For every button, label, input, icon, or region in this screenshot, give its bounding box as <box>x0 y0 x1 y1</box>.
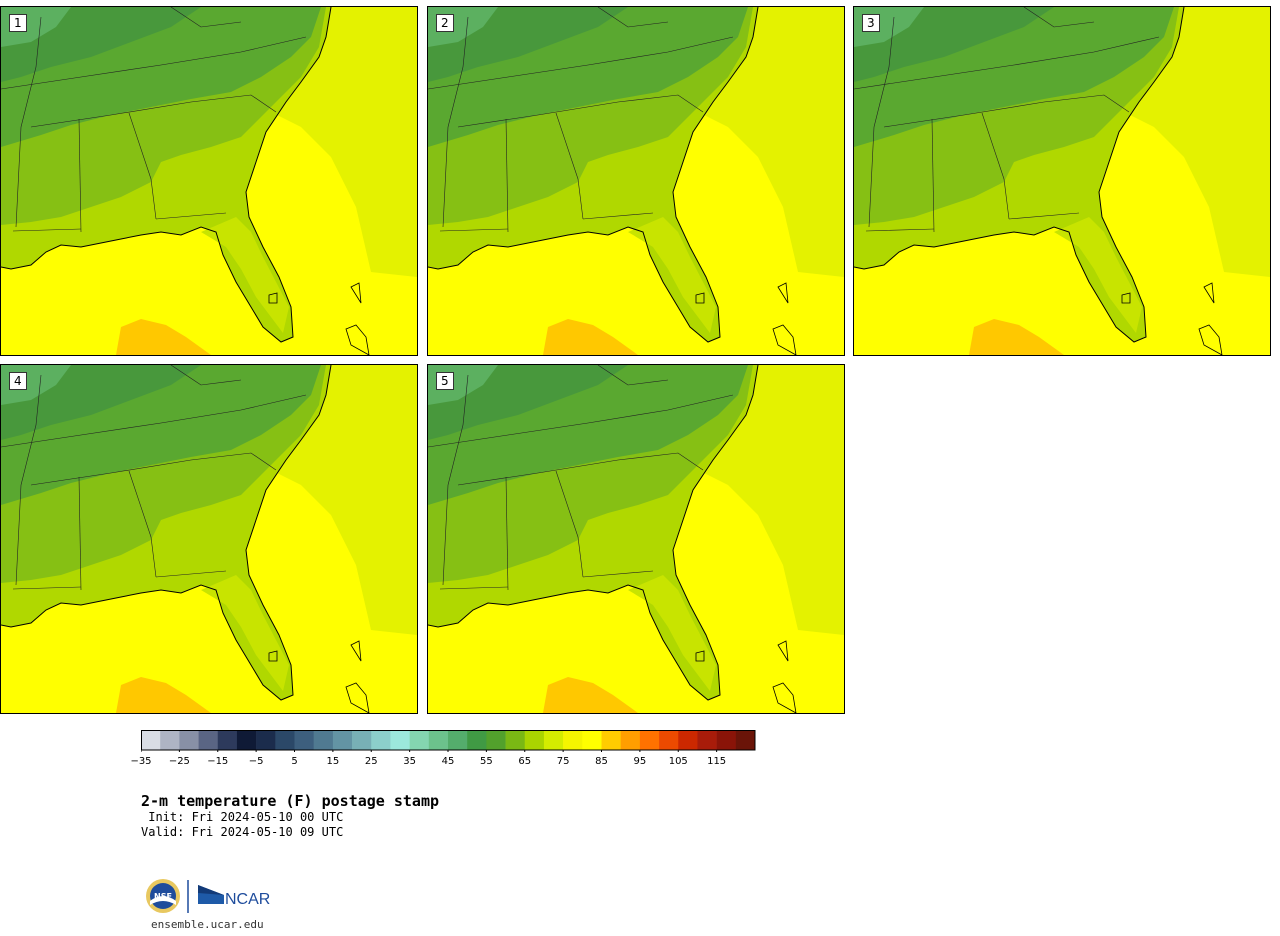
colorbar-swatch <box>409 730 430 750</box>
map-panel-3: 3 <box>853 6 1271 356</box>
colorbar-swatch <box>563 730 583 750</box>
colorbar-swatch <box>294 730 314 750</box>
colorbar-tick-label: 55 <box>480 756 493 767</box>
nsf-seal-icon: NSF <box>146 879 180 913</box>
website-link[interactable]: ensemble.ucar.edu <box>151 918 264 931</box>
colorbar-swatch <box>467 730 487 750</box>
colorbar-swatch <box>141 730 161 750</box>
ncar-logo-icon: NCAR <box>198 885 270 908</box>
colorbar-swatch <box>275 730 295 750</box>
colorbar-swatch <box>217 730 238 750</box>
panel-label: 5 <box>436 372 454 390</box>
colorbar-swatch <box>659 730 679 750</box>
colorbar-tick-label: 115 <box>707 756 727 767</box>
colorbar-swatch <box>620 730 641 750</box>
map-panel-1: 1 <box>0 6 418 356</box>
colorbar-swatch <box>236 730 257 750</box>
init-time: Init: Fri 2024-05-10 00 UTC <box>141 810 344 824</box>
colorbar-swatch <box>448 730 468 750</box>
colorbar-tick-label: −35 <box>130 756 152 767</box>
colorbar-swatch <box>332 730 353 750</box>
colorbar-swatch <box>352 730 372 750</box>
colorbar-swatch <box>313 730 334 750</box>
valid-time: Valid: Fri 2024-05-10 09 UTC <box>141 825 344 839</box>
colorbar-tick-label: 85 <box>595 756 608 767</box>
colorbar-tick-label: 15 <box>326 756 340 767</box>
colorbar-tick-label: 35 <box>403 756 416 767</box>
nsf-ncar-logo: NSF NCAR <box>146 879 270 913</box>
colorbar-tick-label: 95 <box>633 756 647 767</box>
panel-label: 4 <box>9 372 27 390</box>
colorbar-swatch <box>371 730 391 750</box>
product-title: 2-m temperature (F) postage stamp <box>141 792 440 810</box>
panel-label: 2 <box>436 14 454 32</box>
colorbar-swatch <box>179 730 199 750</box>
panel-label: 1 <box>9 14 27 32</box>
map-panel-2: 2 <box>427 6 845 356</box>
colorbar-swatch <box>524 730 545 750</box>
colorbar-swatch <box>716 730 737 750</box>
colorbar-tick-label: 75 <box>556 756 570 767</box>
colorbar-tick-label: −25 <box>168 756 190 767</box>
colorbar-tick-label: 105 <box>668 756 688 767</box>
colorbar-tick-label: 5 <box>291 756 298 767</box>
temperature-colorbar <box>141 730 756 752</box>
map-panel-4: 4 <box>0 364 418 714</box>
colorbar-swatch <box>543 730 564 750</box>
colorbar-swatch <box>678 730 698 750</box>
colorbar-swatch <box>582 730 602 750</box>
colorbar-swatch <box>505 730 526 750</box>
colorbar-swatch <box>428 730 449 750</box>
colorbar-tick-label: 45 <box>441 756 455 767</box>
map-panel-5: 5 <box>427 364 845 714</box>
colorbar-swatch <box>697 730 717 750</box>
colorbar-swatch <box>601 730 621 750</box>
colorbar-tick-label: −5 <box>248 756 264 767</box>
colorbar-swatch <box>735 730 756 750</box>
colorbar-swatch <box>390 730 410 750</box>
colorbar-tick-label: 25 <box>364 756 378 767</box>
colorbar-tick-label: 65 <box>518 756 532 767</box>
colorbar-swatch <box>256 730 276 750</box>
panel-label: 3 <box>862 14 880 32</box>
colorbar-tick-label: −15 <box>207 756 229 767</box>
colorbar-swatch <box>198 730 219 750</box>
colorbar-swatch <box>486 730 506 750</box>
title-block: 2-m temperature (F) postage stamp Init: … <box>141 792 439 840</box>
colorbar-swatch <box>639 730 660 750</box>
nsf-text: NSF <box>154 892 172 901</box>
ncar-text: NCAR <box>225 891 270 908</box>
colorbar-swatch <box>160 730 180 750</box>
